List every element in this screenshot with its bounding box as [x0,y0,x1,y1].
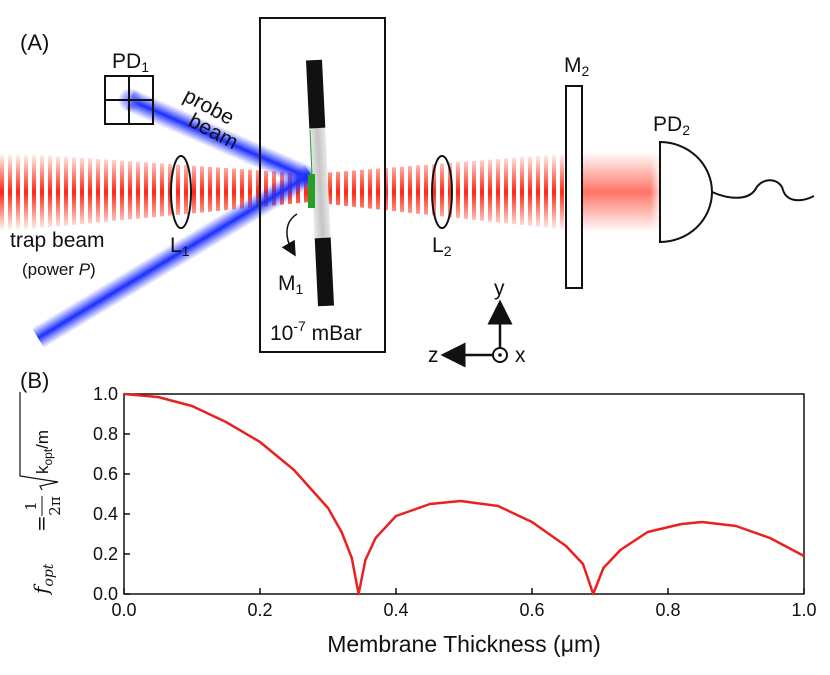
svg-text:kopt/m: kopt/m [33,430,55,474]
y-ticks: 0.0 0.2 0.4 0.6 0.8 1.0 [93,384,130,604]
svg-text:fopt: fopt [29,563,57,596]
y-tick-label: 0.4 [93,504,118,524]
y-tick-label: 1.0 [93,384,118,404]
x-ticks: 0.0 0.2 0.4 0.6 0.8 1.0 [111,588,817,620]
x-tick-label: 0.4 [383,600,408,620]
svg-text:2π: 2π [46,496,64,516]
pd2-label: PD2 [653,113,690,138]
panel-a-label: (A) [20,30,49,55]
trap-beam [0,150,663,234]
y-tick-label: 0.0 [93,584,118,604]
y-tick-label: 0.6 [93,464,118,484]
trap-beam-label: trap beam [10,229,105,252]
y-tick-label: 0.2 [93,544,118,564]
lens-l2 [431,155,453,229]
series-line [123,392,805,596]
plot-frame [123,393,805,595]
y-tick-label: 0.8 [93,424,118,444]
y-axis-label: y [494,277,505,300]
x-tick-label: 0.2 [247,600,272,620]
svg-text:=: = [29,515,53,532]
frequency-chart: 0.0 0.2 0.4 0.6 0.8 1.0 0.0 0.2 0.4 0.6 0.8 1.0 [93,384,817,620]
coordinate-axes [440,299,513,368]
lens-l1 [170,155,192,229]
trap-beam-power: (power P) [22,260,96,279]
x-tick-label: 1.0 [791,600,816,620]
x-axis-label: x [515,344,526,367]
pd2-cable [711,179,815,202]
x-axis-title: Membrane Thickness (μm) [327,631,601,657]
photodiode-1 [104,75,154,125]
vacuum-chamber [259,17,386,353]
x-tick-label: 0.6 [519,600,544,620]
x-tick-label: 0.8 [655,600,680,620]
x-tick-label: 0.0 [111,600,136,620]
y-axis-title: fopt = 1 2π kopt/m [19,392,64,596]
mirror-m2 [565,85,583,289]
photodiode-2 [659,140,713,244]
pressure-label: 10-7 mBar [270,318,362,345]
svg-text:1: 1 [22,501,40,511]
membrane-m1 [306,59,334,307]
l2-label: L2 [432,234,452,259]
m1-label: M1 [278,272,304,297]
l1-label: L1 [170,234,190,259]
z-axis-label: z [428,344,439,367]
panel-b-label: (B) [20,368,49,393]
pd1-label: PD1 [112,50,149,75]
series-group [123,392,805,596]
m1-pointer-arrow [281,213,298,257]
m2-label: M2 [564,54,590,79]
